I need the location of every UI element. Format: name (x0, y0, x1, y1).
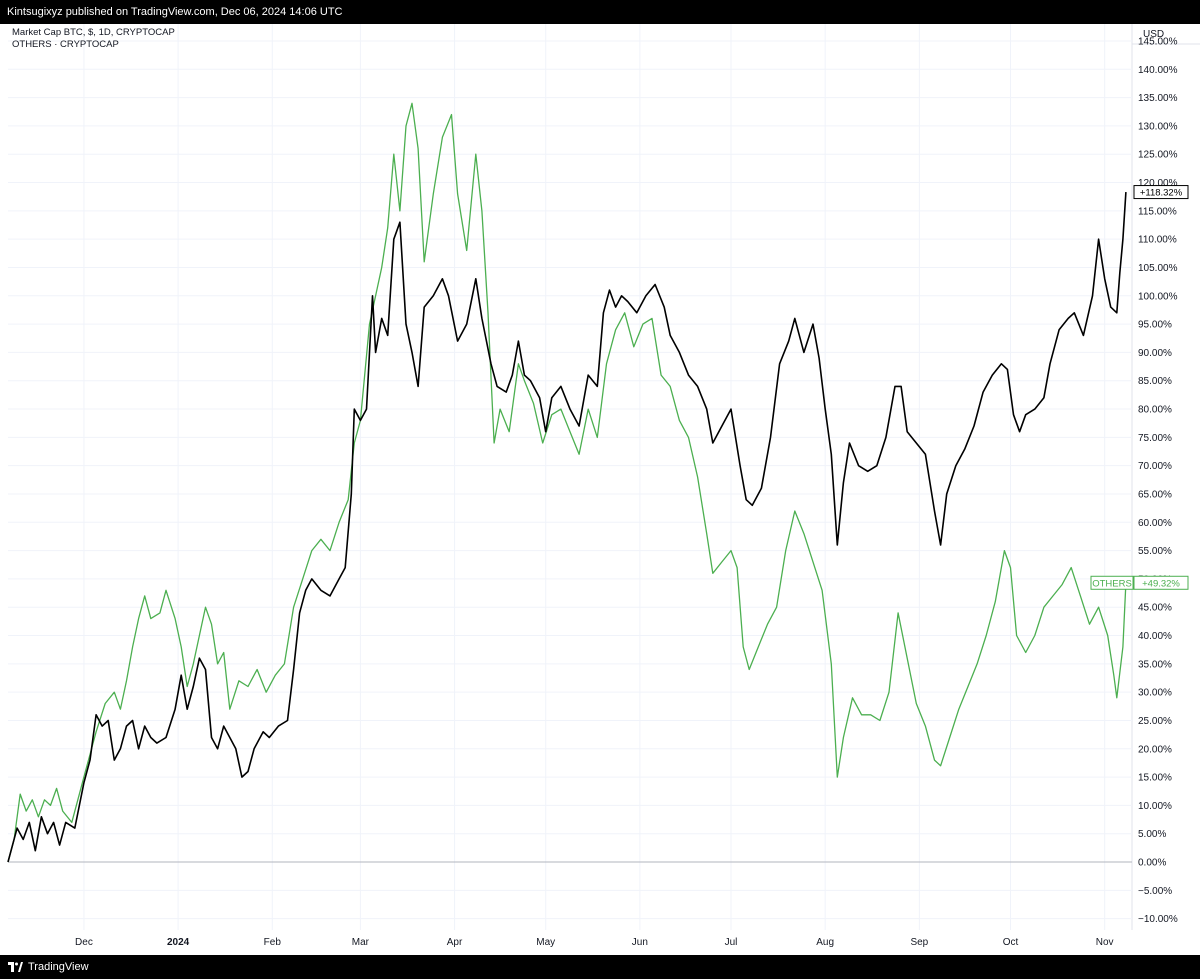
y-tick-label: −5.00% (1138, 886, 1172, 897)
y-tick-label: 30.00% (1138, 688, 1172, 699)
x-tick-label: Aug (816, 937, 834, 948)
y-tick-label: 95.00% (1138, 320, 1172, 331)
y-tick-label: 110.00% (1138, 235, 1177, 246)
tradingview-logo-icon (8, 962, 23, 972)
series-group (7, 102, 1127, 863)
y-tick-label: 120.00% (1138, 178, 1178, 189)
y-tick-label: 65.00% (1138, 489, 1172, 500)
x-tick-label: Oct (1003, 937, 1019, 948)
y-tick-label: 125.00% (1138, 150, 1178, 161)
others-series-line[interactable] (7, 102, 1127, 863)
published-header: Kintsugixyz published on TradingView.com… (0, 0, 1200, 24)
y-tick-label: 35.00% (1138, 659, 1172, 670)
btc-badge-text: +118.32% (1140, 188, 1183, 199)
y-tick-label: 5.00% (1138, 829, 1166, 840)
footer-brand: TradingView (28, 961, 89, 973)
footer: TradingView (0, 955, 1200, 979)
x-tick-label: Dec (75, 937, 93, 948)
y-tick-label: −10.00% (1138, 914, 1178, 925)
y-tick-label: 70.00% (1138, 461, 1172, 472)
y-tick-label: 100.00% (1138, 291, 1178, 302)
btc-series-line[interactable] (7, 192, 1127, 863)
y-tick-label: 10.00% (1138, 801, 1172, 812)
btc-last-value-badge: +118.32% (1133, 185, 1189, 200)
x-tick-label: 2024 (167, 937, 190, 948)
legend: Market Cap BTC, $, 1D, CRYPTOCAP OTHERS … (12, 27, 175, 51)
others-name-text: OTHERS (1092, 578, 1132, 589)
y-tick-label: 130.00% (1138, 121, 1178, 132)
x-tick-label: Mar (352, 937, 370, 948)
y-tick-label: 25.00% (1138, 716, 1172, 727)
y-tick-label: 135.00% (1138, 93, 1178, 104)
x-tick-label: Apr (447, 937, 463, 948)
x-axis[interactable]: Dec 2024 Feb Mar Apr May Jun Jul Aug Sep Oct Nov (75, 937, 1114, 948)
currency-label[interactable]: USD (1143, 29, 1164, 40)
grid-lines (8, 24, 1200, 930)
y-tick-label: 40.00% (1138, 631, 1172, 642)
others-last-value-badge: +49.32% (1133, 575, 1189, 590)
y-tick-label: 90.00% (1138, 348, 1172, 359)
others-badge-box (1133, 575, 1189, 590)
y-tick-label: 85.00% (1138, 376, 1172, 387)
legend-btc: Market Cap BTC, $, 1D, CRYPTOCAP (12, 27, 175, 38)
y-axis[interactable]: USD −10.00% −5.00% 0.00% 5.00% 10.00% 15.00% 20… (1138, 29, 1178, 925)
legend-others: OTHERS · CRYPTOCAP (12, 39, 119, 50)
x-tick-label: May (536, 937, 555, 948)
last-value-badges: +49.32% OTHERS +118.32% (1090, 185, 1189, 590)
btc-badge-box (1133, 185, 1189, 200)
y-tick-label: 145.00% (1138, 36, 1178, 47)
y-tick-label: 105.00% (1138, 263, 1178, 274)
y-tick-label: 20.00% (1138, 744, 1172, 755)
y-tick-label: 115.00% (1138, 206, 1177, 217)
x-tick-label: Feb (264, 937, 282, 948)
y-tick-label: 0.00% (1138, 858, 1166, 869)
y-tick-label: 60.00% (1138, 518, 1172, 529)
y-tick-label: 140.00% (1138, 65, 1178, 76)
others-series-name-tag: OTHERS (1090, 575, 1134, 590)
y-tick-label: 55.00% (1138, 546, 1172, 557)
y-tick-label: 75.00% (1138, 433, 1172, 444)
x-tick-label: Nov (1096, 937, 1114, 948)
chart-area[interactable] (0, 24, 1200, 955)
published-text: Kintsugixyz published on TradingView.com… (7, 6, 343, 18)
x-tick-label: Sep (910, 937, 928, 948)
y-tick-label: 15.00% (1138, 773, 1172, 784)
y-tick-label: 80.00% (1138, 405, 1172, 416)
y-tick-label: 45.00% (1138, 603, 1172, 614)
others-name-box (1090, 575, 1134, 590)
others-badge-text: +49.32% (1142, 578, 1180, 589)
x-tick-label: Jun (632, 937, 648, 948)
x-tick-label: Jul (725, 937, 738, 948)
